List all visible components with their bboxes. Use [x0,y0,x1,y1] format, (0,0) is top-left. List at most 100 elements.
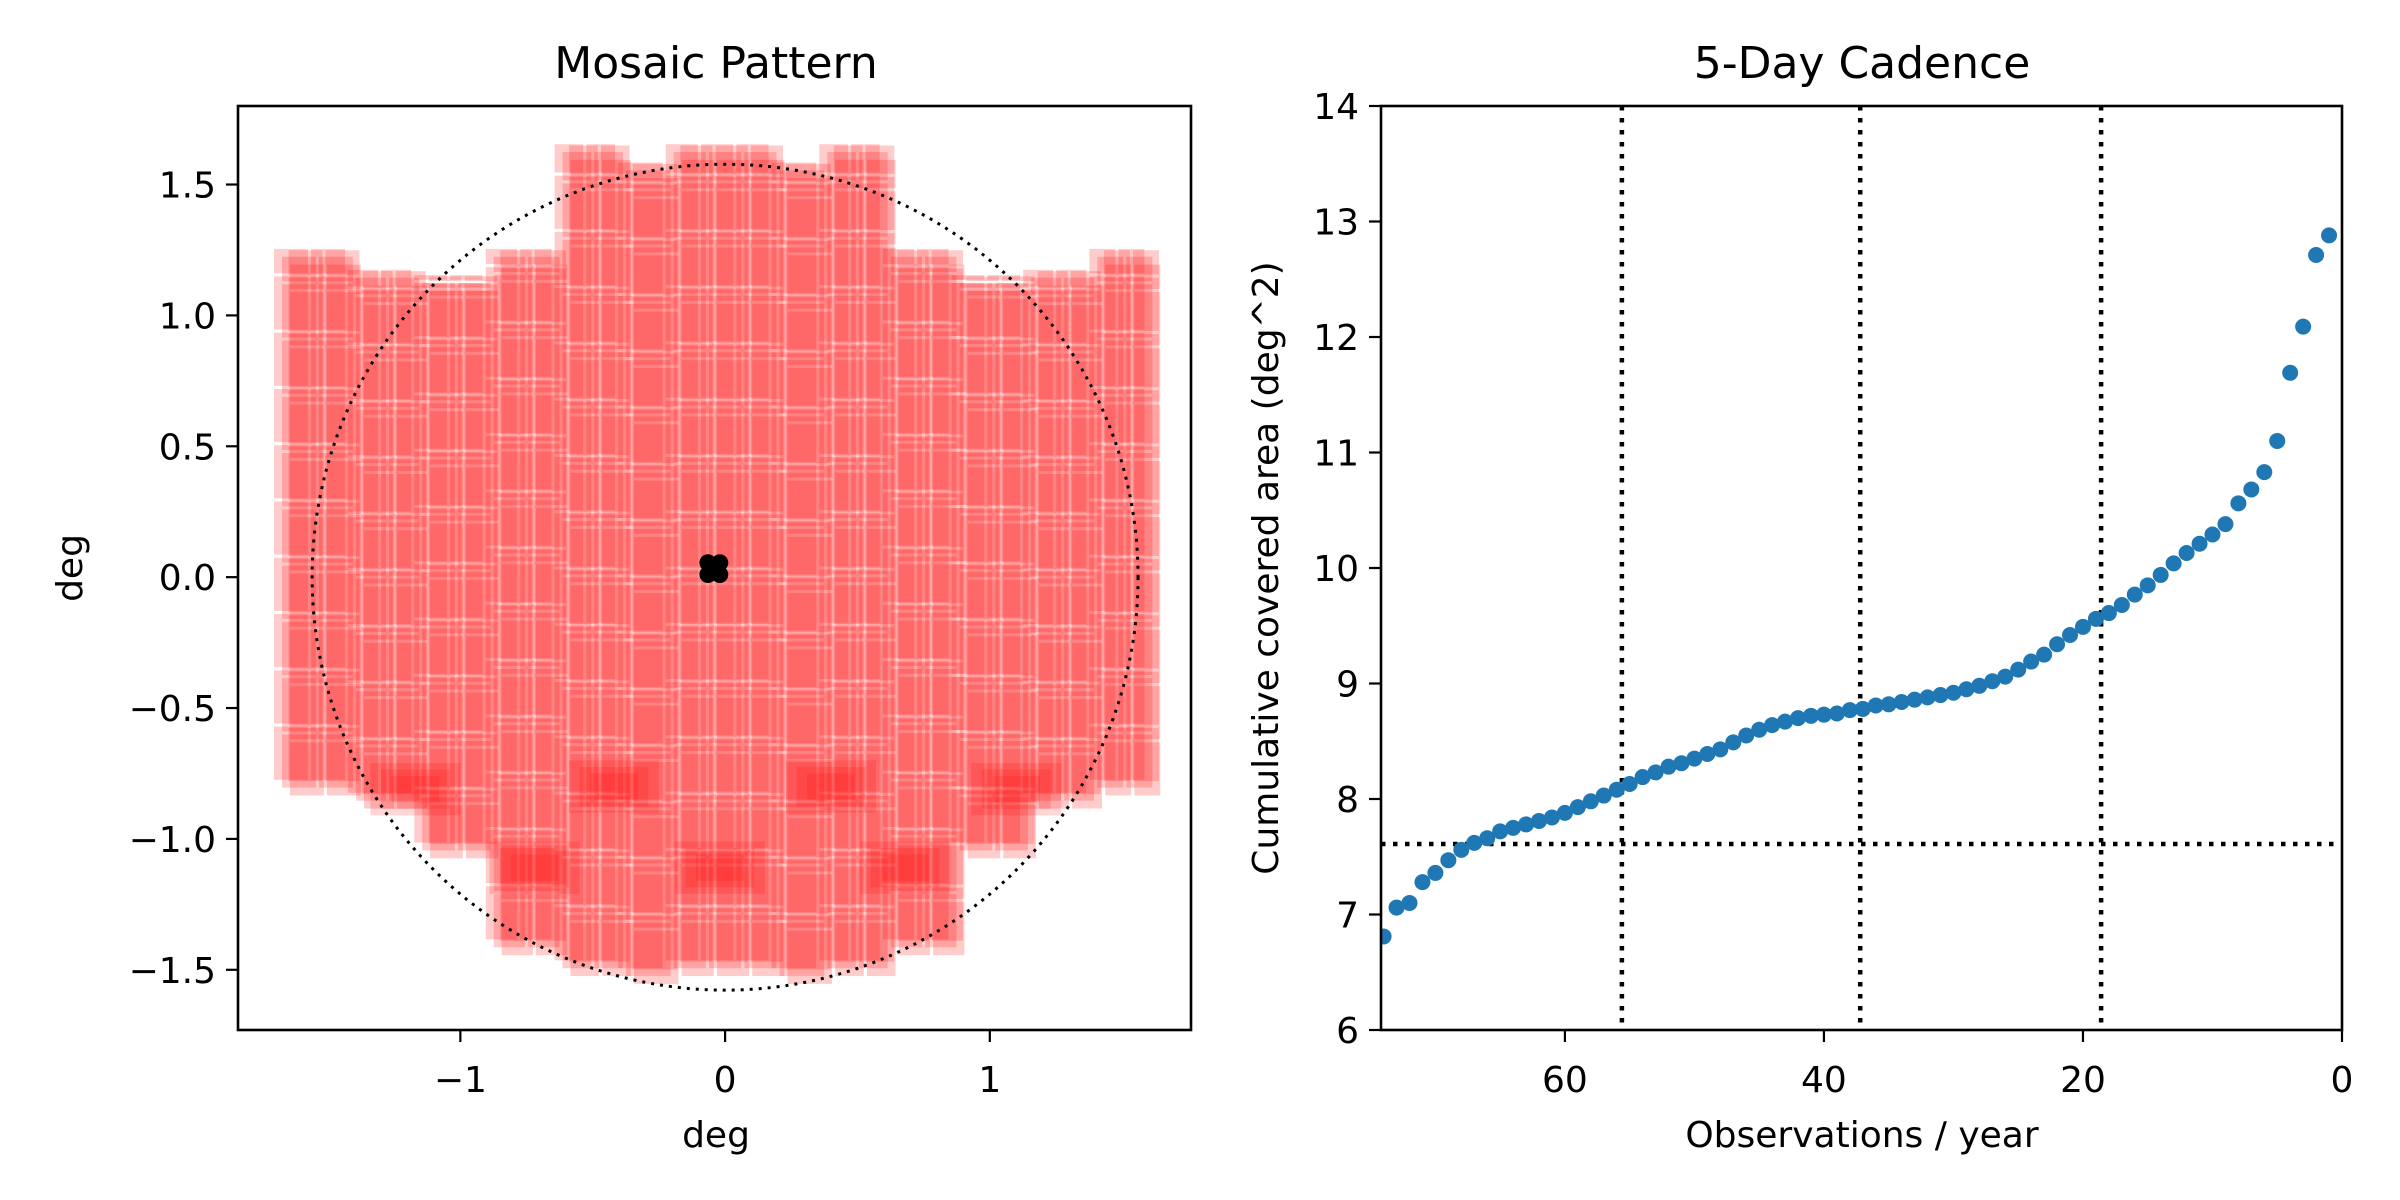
mosaic-chip [851,175,880,229]
mosaic-chip [1070,684,1101,738]
mosaic-chip [422,797,455,851]
mosaic-chip [819,231,848,286]
mosaic-chip [752,191,785,245]
mosaic-chip [500,381,532,435]
mosaic-chip [414,564,447,618]
mosaic-chip [493,500,525,554]
mosaic-chip [570,810,600,864]
mosaic-chip [779,866,825,920]
mosaic-chip [281,621,316,676]
mosaic-chip [450,275,483,280]
mosaic-chip [528,256,560,272]
mosaic-chip [1105,264,1132,289]
mosaic-chip [428,396,462,450]
mosaic-chip [500,493,532,547]
mosaic-chip [1089,445,1116,499]
mosaic-chip [632,241,678,295]
mosaic-chip [715,176,748,231]
mosaic-chip [1001,678,1035,732]
mosaic-chip [750,145,784,174]
mosaic-chip [500,887,532,941]
mosaic-chip [866,159,896,189]
mosaic-chip [917,548,949,602]
mosaic-chip [925,275,957,329]
mosaic-chip [348,402,379,456]
mosaic-chip [966,340,999,394]
mosaic-chip [389,635,420,689]
mosaic-chip [464,284,498,338]
mosaic-chip [493,669,525,723]
mosaic-chip [680,627,713,681]
mosaic-chip [626,191,671,245]
mosaic-pattern-panel: Mosaic Pattern −1 0 1 −1.5 −1.0 −0.5 0.0 0.5 1.… [50,38,1193,1156]
mosaic-chip [925,443,957,498]
mosaic-chip [771,296,817,350]
mosaic-chip [274,276,308,330]
mosaic-chip [632,916,678,970]
mosaic-chip [771,408,817,462]
mosaic-chip [673,464,706,519]
mosaic-chip [779,472,825,526]
mosaic-chip [967,692,1001,746]
mosaic-chip [680,908,713,962]
mosaic-chip [701,682,734,736]
mosaic-chip [554,850,584,905]
mosaic-chip [951,564,985,618]
mosaic-chip [833,345,863,399]
mosaic-chip [1003,805,1036,859]
mosaic-chip [701,344,734,398]
mosaic-chip [1064,466,1095,520]
mosaic-chip [600,514,630,568]
mosaic-chip [1070,271,1101,288]
mosaic-chip [736,288,769,342]
mosaic-chip [520,886,552,940]
mosaic-chip [319,396,353,450]
mosaic-chip [752,754,785,808]
mosaic-chip [750,908,784,962]
mosaic-chip [493,443,525,498]
mosaic-chip [493,837,525,892]
mosaic-chip [890,275,923,329]
mosaic-chip [428,565,462,619]
data-point [1401,894,1418,911]
data-point [1440,852,1457,869]
mosaic-chip [967,636,1001,690]
mosaic-chip [281,678,316,732]
mosaic-chip [827,521,856,575]
mosaic-chip [925,331,957,385]
mosaic-chip [381,289,412,343]
mosaic-chip [450,564,483,618]
mosaic-chip [709,352,742,406]
mosaic-chip [634,199,679,253]
mosaic-chip [430,580,463,634]
mosaic-chip [288,727,323,782]
mosaic-chip [786,635,831,689]
mosaic-chip [1039,361,1069,415]
mosaic-chip [395,459,426,513]
mosaic-chip [428,734,462,788]
mosaic-chip [528,275,560,329]
right-y-tick-label: 6 [1336,1011,1359,1052]
mosaic-chip [709,915,742,969]
mosaic-chip [450,339,483,393]
mosaic-chip [501,789,533,843]
mosaic-overlap-chip [992,776,1041,803]
mosaic-chip [534,831,566,885]
mosaic-chip [736,400,769,454]
mosaic-chip [771,633,817,687]
data-point [1854,700,1871,717]
mosaic-chip [319,340,353,394]
mosaic-chip [786,184,831,238]
mosaic-chip [1031,691,1062,745]
mosaic-chip [819,625,848,679]
mosaic-chip [457,403,491,457]
mosaic-chip [1089,276,1116,330]
mosaic-chip [288,446,323,500]
left-y-tick-label: 1.5 [159,166,216,207]
data-point [2178,544,2195,561]
mosaic-chip [933,676,965,731]
right-y-tick-label: 8 [1336,780,1359,821]
mosaic-chip [464,678,498,732]
mosaic-chip [534,887,566,941]
mosaic-chip [1126,509,1153,563]
